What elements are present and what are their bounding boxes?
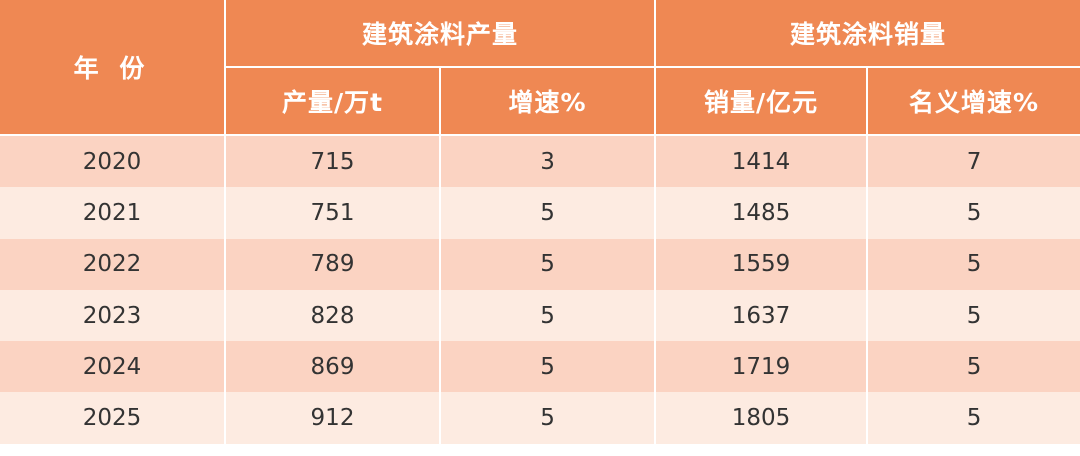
production-growth-cell: 5 — [438, 238, 657, 290]
year-cell: 2025 — [0, 392, 226, 444]
sales-cell: 1414 — [654, 135, 869, 188]
production-cell: 828 — [224, 289, 441, 342]
table-row: 2020 715 3 1414 7 — [0, 135, 1080, 188]
sales-growth-cell: 5 — [866, 289, 1080, 342]
table-row: 2025 912 5 1805 5 — [0, 392, 1080, 444]
sales-cell: 1805 — [654, 392, 869, 444]
production-growth-cell: 5 — [438, 187, 657, 239]
sales-cell: 1719 — [654, 341, 869, 393]
year-cell: 2021 — [0, 187, 226, 239]
table-row: 2021 751 5 1485 5 — [0, 187, 1080, 239]
year-cell: 2022 — [0, 238, 226, 290]
year-cell: 2020 — [0, 135, 226, 188]
table-row: 2022 789 5 1559 5 — [0, 238, 1080, 290]
table-row: 2024 869 5 1719 5 — [0, 341, 1080, 393]
sales-cell: 1559 — [654, 238, 869, 290]
production-growth-cell: 3 — [438, 135, 657, 188]
data-table: 年 份 建筑涂料产量 建筑涂料销量 产量/万t 增速% 销量/亿元 名义增速% … — [0, 0, 1080, 444]
header-production-group: 建筑涂料产量 — [223, 0, 657, 68]
table-row: 2023 828 5 1637 5 — [0, 289, 1080, 342]
header-year: 年 份 — [0, 0, 226, 136]
header-sales-group: 建筑涂料销量 — [654, 0, 1080, 68]
production-cell: 789 — [224, 238, 441, 290]
sales-growth-cell: 5 — [866, 187, 1080, 239]
production-cell: 715 — [224, 135, 441, 188]
header-production-growth: 增速% — [438, 66, 657, 136]
sales-growth-cell: 7 — [866, 135, 1080, 188]
header-sales-growth: 名义增速% — [866, 66, 1080, 136]
header-sales: 销量/亿元 — [654, 66, 869, 136]
production-cell: 751 — [224, 187, 441, 239]
year-cell: 2023 — [0, 289, 226, 342]
production-cell: 912 — [224, 392, 441, 444]
production-growth-cell: 5 — [438, 341, 657, 393]
header-production: 产量/万t — [225, 66, 441, 136]
year-cell: 2024 — [0, 341, 226, 393]
sales-growth-cell: 5 — [866, 238, 1080, 290]
production-cell: 869 — [224, 341, 441, 393]
production-growth-cell: 5 — [438, 392, 657, 444]
sales-growth-cell: 5 — [866, 341, 1080, 393]
sales-growth-cell: 5 — [866, 392, 1080, 444]
production-growth-cell: 5 — [438, 289, 657, 342]
sales-cell: 1637 — [654, 289, 869, 342]
sales-cell: 1485 — [654, 187, 869, 239]
